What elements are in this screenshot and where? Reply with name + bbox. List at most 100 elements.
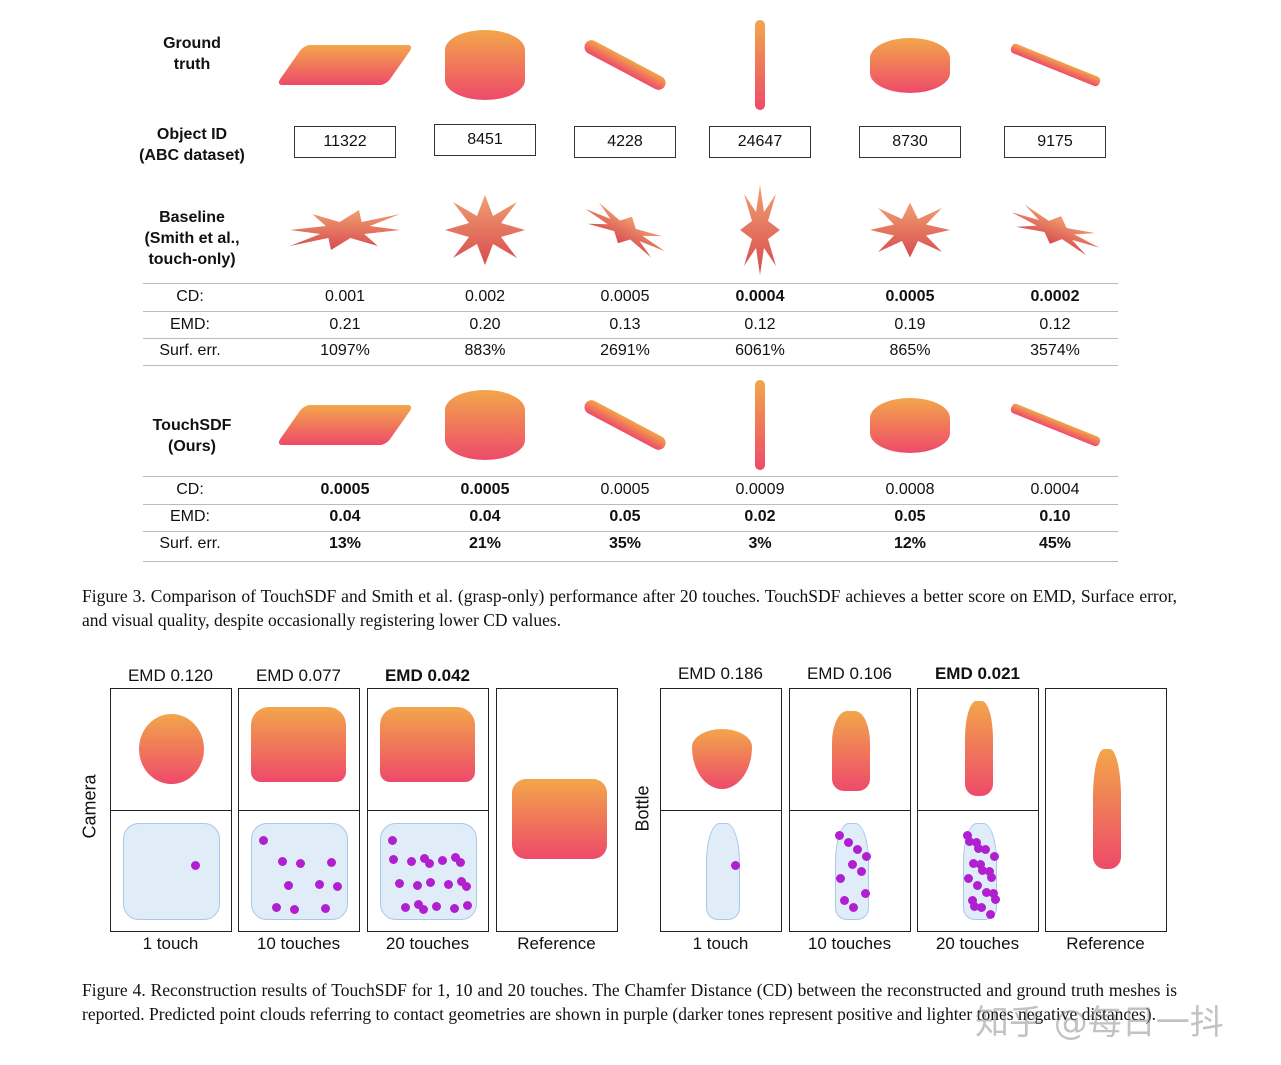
camera-point-cloud-panel: [110, 810, 232, 932]
ground-truth-object: [581, 37, 669, 93]
contact-point: [413, 881, 422, 890]
bottle-reconstruction-panel: [789, 688, 911, 811]
contact-point: [457, 877, 466, 886]
contact-point: [836, 874, 845, 883]
contact-point: [425, 859, 434, 868]
touchsdf-cd-value: 0.0005: [460, 481, 510, 498]
ground-truth-object: [1009, 42, 1101, 88]
contact-point: [981, 845, 990, 854]
contact-point: [968, 896, 977, 905]
contact-point: [848, 860, 857, 869]
baseline-reconstruction: [740, 185, 780, 275]
figure-3-caption: Figure 3. Comparison of TouchSDF and Smi…: [82, 586, 1177, 630]
metric-label-emd: EMD:: [170, 316, 210, 333]
table-divider: [143, 311, 1118, 312]
touchsdf-emd-value: 0.05: [894, 508, 926, 525]
touchsdf-surf-value: 21%: [468, 535, 502, 552]
contact-point: [731, 861, 740, 870]
bottle-point-cloud-panel: [789, 810, 911, 932]
contact-point: [315, 880, 324, 889]
baseline-surf-value: 6061%: [735, 342, 785, 359]
baseline-reconstruction: [578, 196, 672, 265]
camera-touch-label: Reference: [517, 934, 596, 953]
row-label-touchsdf: TouchSDF (Ours): [152, 417, 232, 455]
bottle-point-cloud-panel: [917, 810, 1039, 932]
contact-point: [840, 896, 849, 905]
contact-point: [985, 867, 994, 876]
contact-point: [426, 878, 435, 887]
contact-point: [974, 844, 983, 853]
baseline-emd-value: 0.19: [894, 316, 926, 333]
bottle-reconstruction-panel: [660, 688, 782, 811]
contact-point: [987, 873, 996, 882]
baseline-surf-value: 3574%: [1030, 342, 1080, 359]
bottle-reference-panel: [1045, 688, 1167, 932]
object-id-box: 9175: [1004, 126, 1106, 158]
bottle-point-cloud: [706, 823, 740, 920]
metric-label-cd: CD:: [176, 288, 204, 305]
contact-point: [844, 838, 853, 847]
baseline-reconstruction: [870, 202, 950, 258]
figure-4-caption: Figure 4. Reconstruction results of Touc…: [82, 980, 1177, 1024]
baseline-cd-value: 0.0004: [735, 288, 785, 305]
touchsdf-cd-value: 0.0009: [735, 481, 785, 498]
ground-truth-object: [870, 37, 950, 93]
table-divider: [143, 561, 1118, 562]
bottle-emd-title: EMD 0.021: [934, 664, 1021, 683]
bottle-touch-label: 10 touches: [807, 934, 892, 953]
camera-side-label: Camera: [79, 774, 100, 839]
contact-point: [191, 861, 200, 870]
touchsdf-reconstruction: [275, 405, 415, 445]
contact-point: [853, 845, 862, 854]
baseline-surf-value: 1097%: [320, 342, 370, 359]
object-id-box: 8451: [434, 124, 536, 156]
camera-emd-title: EMD 0.077: [255, 666, 342, 685]
touchsdf-reconstruction: [870, 397, 950, 453]
touchsdf-surf-value: 35%: [608, 535, 642, 552]
touchsdf-reconstruction: [755, 380, 765, 470]
contact-point: [970, 902, 979, 911]
touchsdf-reconstruction: [1009, 402, 1101, 448]
contact-point: [990, 852, 999, 861]
contact-point: [284, 881, 293, 890]
table-divider: [143, 476, 1118, 477]
baseline-emd-value: 0.13: [609, 316, 641, 333]
camera-point-cloud-panel: [367, 810, 489, 932]
row-label-object-id: Object ID (ABC dataset): [139, 126, 245, 164]
bottle-mesh: [692, 729, 752, 789]
touchsdf-reconstruction: [581, 397, 669, 453]
bottle-mesh: [832, 711, 870, 791]
camera-reference-panel: [496, 688, 618, 932]
contact-point: [272, 903, 281, 912]
contact-point: [977, 903, 986, 912]
touchsdf-emd-value: 0.04: [469, 508, 501, 525]
touchsdf-surf-value: 13%: [328, 535, 362, 552]
bottle-emd-title: EMD 0.106: [806, 664, 893, 683]
contact-point: [989, 889, 998, 898]
row-label-ground-truth: Ground truth: [163, 35, 221, 73]
baseline-emd-value: 0.20: [469, 316, 501, 333]
touchsdf-emd-value: 0.02: [744, 508, 776, 525]
baseline-surf-value: 865%: [889, 342, 931, 359]
object-id-box: 11322: [294, 126, 396, 158]
camera-touch-label: 10 touches: [256, 934, 341, 953]
bottle-touch-label: Reference: [1066, 934, 1145, 953]
metric-label-surf: Surf. err.: [159, 535, 221, 552]
object-id-box: 4228: [574, 126, 676, 158]
baseline-reconstruction: [276, 210, 414, 250]
contact-point: [388, 836, 397, 845]
table-divider: [143, 531, 1118, 532]
camera-touch-label: 20 touches: [385, 934, 470, 953]
contact-point: [395, 879, 404, 888]
contact-point: [862, 852, 871, 861]
contact-point: [463, 901, 472, 910]
camera-reconstruction-panel: [110, 688, 232, 811]
contact-point: [389, 855, 398, 864]
camera-reconstruction-panel: [238, 688, 360, 811]
table-divider: [143, 504, 1118, 505]
object-id-box: 24647: [709, 126, 811, 158]
contact-point: [407, 857, 416, 866]
contact-point: [414, 900, 423, 909]
contact-point: [857, 867, 866, 876]
camera-mesh: [380, 707, 475, 782]
